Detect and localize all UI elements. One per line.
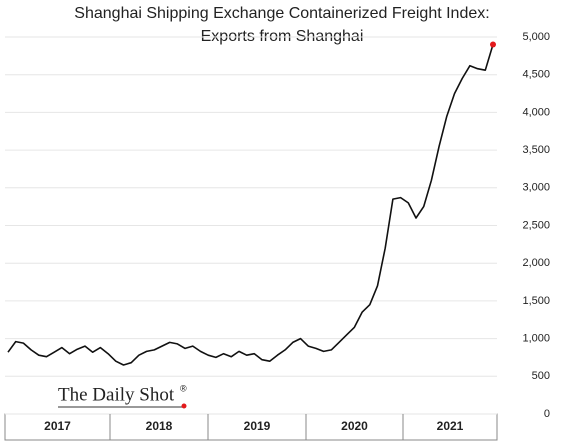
y-tick-label: 1,500	[522, 295, 550, 307]
y-tick-label: 1,000	[522, 333, 550, 345]
x-tick-label: 2021	[437, 419, 464, 433]
y-tick-label: 5,000	[522, 31, 550, 43]
y-tick-label: 2,500	[522, 219, 550, 231]
last-point	[490, 41, 496, 48]
line	[7, 44, 494, 366]
source-logo: The Daily Shot	[58, 384, 175, 405]
chart-title: Shanghai Shipping Exchange Containerized…	[74, 5, 489, 22]
source-mark: ®	[180, 383, 187, 393]
y-tick-label: 2,000	[522, 257, 550, 269]
x-tick-label: 2018	[146, 419, 173, 433]
y-tick-label: 3,000	[522, 182, 550, 194]
x-tick-label: 2020	[341, 419, 368, 433]
y-tick-label: 0	[544, 408, 550, 420]
x-tick-label: 2019	[244, 419, 271, 433]
y-tick-label: 4,500	[522, 69, 550, 81]
x-tick-label: 2017	[44, 419, 71, 433]
logo-dot	[181, 403, 187, 409]
y-tick-label: 3,500	[522, 144, 550, 156]
y-tick-label: 4,000	[522, 106, 550, 118]
y-tick-label: 500	[532, 370, 550, 382]
